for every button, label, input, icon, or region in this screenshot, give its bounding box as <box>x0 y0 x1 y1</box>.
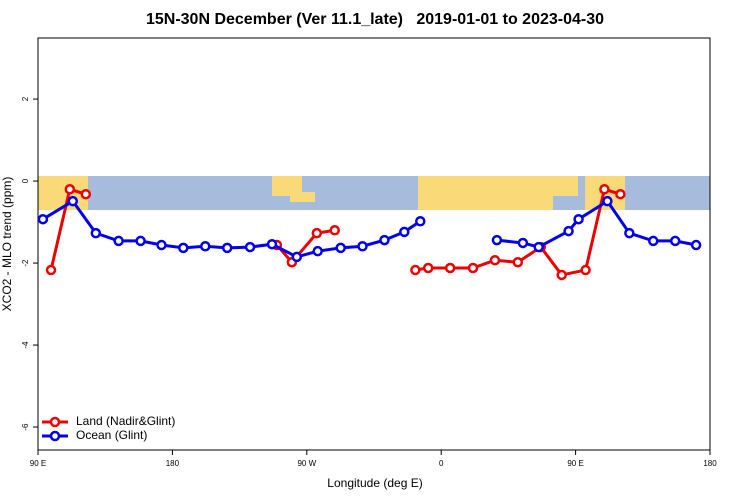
data-point <box>64 184 76 195</box>
data-point <box>335 242 346 254</box>
data-point <box>200 241 211 252</box>
data-point <box>357 241 368 252</box>
data-point <box>311 227 323 239</box>
data-point <box>156 239 167 251</box>
data-point <box>67 195 79 207</box>
data-point <box>312 245 323 257</box>
data-point <box>135 235 146 247</box>
data-point <box>467 262 479 274</box>
y-tick-label: -4 <box>21 341 30 349</box>
data-point <box>80 188 92 200</box>
legend-marker <box>49 430 61 442</box>
y-tick-label: 2 <box>21 96 30 101</box>
y-tick-label: -2 <box>21 259 30 267</box>
data-point <box>615 188 626 200</box>
data-point <box>444 262 456 274</box>
data-point <box>399 226 410 238</box>
data-point <box>90 227 102 239</box>
data-point <box>690 239 702 251</box>
data-point <box>410 264 421 276</box>
data-point <box>113 235 124 247</box>
data-point <box>266 238 278 250</box>
data-point <box>291 251 303 263</box>
data-point <box>45 264 57 276</box>
data-point <box>422 262 434 274</box>
data-point <box>329 225 340 236</box>
data-point <box>415 215 426 227</box>
map-background <box>38 176 710 210</box>
legend-marker <box>49 416 61 428</box>
x-tick-label: 90 E <box>30 459 46 468</box>
data-point <box>580 264 591 276</box>
x-tick-label: 180 <box>703 459 717 468</box>
data-point <box>512 256 524 268</box>
data-point <box>244 241 256 253</box>
y-tick-label: 0 <box>21 178 30 183</box>
data-point <box>491 234 503 246</box>
data-point <box>221 242 233 254</box>
data-point <box>669 235 681 247</box>
data-point <box>489 254 501 266</box>
data-point <box>624 227 635 239</box>
data-point <box>533 241 544 253</box>
x-tick-label: 0 <box>439 459 444 468</box>
legend-label: Land (Nadir&Glint) <box>76 414 175 428</box>
data-point <box>599 184 610 195</box>
data-point <box>37 213 49 225</box>
data-point <box>648 235 659 247</box>
x-tick-label: 90 E <box>567 459 583 468</box>
data-point <box>178 242 189 254</box>
legend-label: Ocean (Glint) <box>76 428 147 442</box>
data-point <box>573 213 584 225</box>
data-point <box>379 234 390 246</box>
x-tick-label: 90 W <box>297 459 316 468</box>
x-axis-label: Longitude (deg E) <box>327 476 422 490</box>
chart-title: 15N-30N December (Ver 11.1_late) 2019-01… <box>146 11 604 28</box>
y-axis-label: XCO2 - MLO trend (ppm) <box>0 177 14 312</box>
data-point <box>517 237 529 249</box>
data-point <box>556 269 567 281</box>
x-tick-label: 180 <box>166 459 180 468</box>
y-tick-label: -6 <box>21 423 30 431</box>
data-point <box>563 225 574 237</box>
plot-frame <box>37 37 711 451</box>
data-point <box>602 195 613 207</box>
